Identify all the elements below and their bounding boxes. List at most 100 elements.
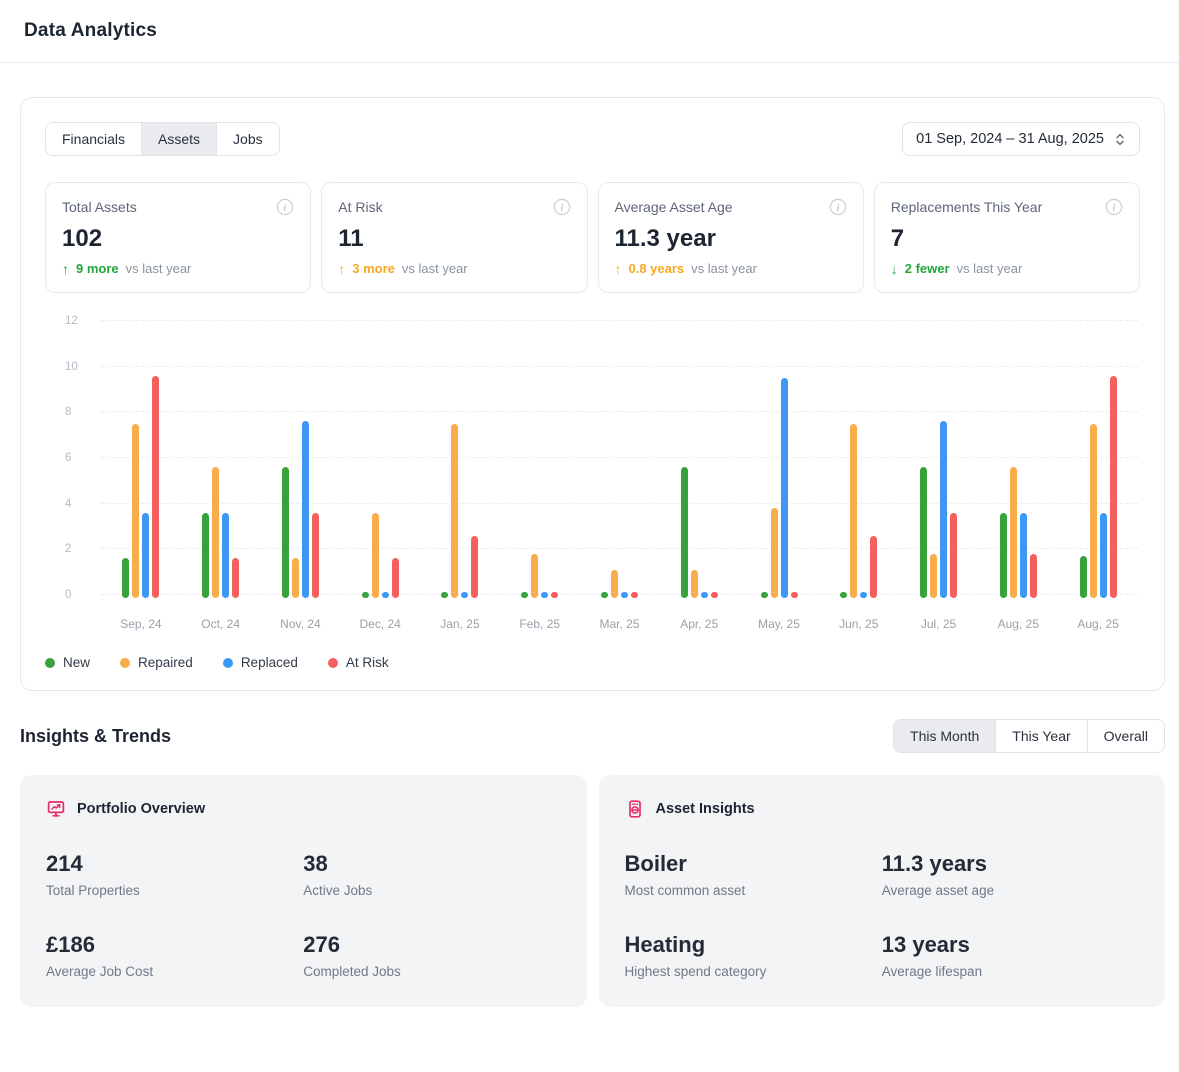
info-icon[interactable]: i: [1105, 198, 1123, 216]
app-header: Data Analytics: [0, 0, 1179, 63]
bar-replaced: [541, 591, 549, 598]
arrow-up-icon: ↑: [614, 260, 622, 277]
stat-value: Boiler: [624, 851, 687, 876]
bar-at-risk: [870, 535, 878, 598]
y-axis-tick: 0: [65, 589, 72, 601]
bar-at-risk: [1029, 553, 1037, 598]
insights-tab-this-year[interactable]: This Year: [996, 720, 1088, 752]
kpi-delta: ↑ 9 more vs last year: [62, 261, 294, 276]
bar-group: [1058, 321, 1138, 598]
bar-replaced: [222, 512, 230, 598]
x-axis-label: Aug, 25: [1077, 617, 1119, 631]
bar-new: [600, 591, 608, 598]
legend-dot-icon: [120, 657, 131, 668]
info-icon[interactable]: i: [829, 198, 847, 216]
insights-tab-this-month[interactable]: This Month: [894, 720, 997, 752]
bar-repaired: [930, 553, 938, 598]
date-range-value: 01 Sep, 2024 – 31 Aug, 2025: [916, 131, 1104, 147]
kpi-delta-value: 0.8 years: [628, 261, 685, 276]
bar-at-risk: [311, 512, 319, 598]
kpi-title: At Risk: [338, 199, 383, 215]
bar-repaired: [371, 512, 379, 598]
bar-at-risk: [790, 591, 798, 598]
analytics-panel-toolbar: Financials Assets Jobs 01 Sep, 2024 – 31 A…: [45, 122, 1140, 156]
stat-label: Most common asset: [624, 883, 746, 898]
kpi-delta-value: 3 more: [352, 261, 395, 276]
legend-label: New: [63, 655, 91, 670]
x-axis-label: Jan, 25: [440, 617, 480, 631]
y-axis-tick: 2: [65, 543, 72, 556]
legend-item-at-risk[interactable]: At Risk: [327, 655, 389, 670]
y-axis-tick: 4: [65, 497, 72, 510]
stat: 38 Active Jobs: [303, 851, 560, 898]
legend-item-new[interactable]: New: [45, 655, 90, 670]
chart-legend: New Repaired Replaced At Risk: [45, 655, 1140, 670]
bar-new: [999, 512, 1007, 598]
gridline: [101, 594, 1138, 595]
stat-label: Total Properties: [46, 883, 140, 898]
assets-bar-chart: 12 10 8 6 4 2 0 Sep, 24 Oct, 24 Nov, 24 Dec, 24 Jan…: [45, 315, 1140, 633]
legend-dot-icon: [327, 657, 338, 668]
stat-label: Average Job Cost: [46, 964, 154, 979]
bar-replaced: [940, 421, 948, 598]
y-axis-tick: 10: [65, 360, 78, 373]
legend-label: At Risk: [345, 655, 389, 670]
bar-group: [659, 321, 739, 598]
bar-new: [920, 467, 928, 598]
bar-repaired: [212, 467, 220, 598]
x-axis-label: Jul, 25: [920, 617, 957, 631]
stat: Heating Highest spend category: [625, 932, 882, 979]
insight-stats: Boiler Most common asset 11.3 years Average…: [625, 851, 1140, 979]
insight-card-header: Portfolio Overview: [46, 799, 561, 819]
stat-label: Average lifespan: [881, 964, 983, 979]
kpi-row: Total Assets i 102 ↑ 9 more vs last year At Ri…: [45, 182, 1140, 293]
stat-label: Active Jobs: [303, 883, 373, 898]
tab-assets[interactable]: Assets: [142, 123, 218, 155]
bar-replaced: [461, 591, 469, 598]
legend-item-replaced[interactable]: Replaced: [222, 655, 298, 670]
x-axis-label: Aug, 25: [997, 617, 1039, 631]
stat-label: Completed Jobs: [303, 964, 401, 979]
analytics-panel: Financials Assets Jobs 01 Sep, 2024 – 31 A…: [20, 97, 1165, 691]
arrow-up-icon: ↑: [338, 260, 346, 277]
x-axis-label: Apr, 25: [680, 617, 719, 631]
insights-title: Insights & Trends: [20, 725, 172, 746]
bar-group: [899, 321, 979, 598]
x-axis: Sep, 24 Oct, 24 Nov, 24 Dec, 24 Jan, 25 Feb, …: [101, 617, 1138, 631]
bar-group: [181, 321, 261, 598]
bar-at-risk: [710, 591, 718, 598]
insight-stats: 214 Total Properties 38 Active Jobs £186 Aver…: [46, 851, 561, 979]
stat: Boiler Most common asset: [625, 851, 882, 898]
legend-item-repaired[interactable]: Repaired: [120, 655, 193, 670]
stat-value: 276: [303, 932, 340, 957]
bar-new: [1079, 556, 1087, 598]
x-axis-label: Mar, 25: [599, 617, 640, 631]
bar-group: [420, 321, 500, 598]
stat: 276 Completed Jobs: [303, 932, 560, 979]
bar-new: [122, 558, 130, 598]
legend-label: Repaired: [138, 655, 193, 670]
page-title: Data Analytics: [24, 20, 158, 41]
gridline: [101, 457, 1138, 458]
insights-tab-overall[interactable]: Overall: [1087, 720, 1164, 752]
tab-financials[interactable]: Financials: [46, 123, 143, 155]
stat-value: 38: [303, 851, 328, 876]
y-axis-tick: 12: [65, 315, 78, 327]
boiler-icon: [625, 799, 645, 819]
bar-at-risk: [391, 558, 399, 598]
info-icon[interactable]: i: [276, 198, 294, 216]
bar-repaired: [531, 553, 539, 598]
bar-group: [819, 321, 899, 598]
kpi-title: Average Asset Age: [614, 199, 733, 215]
bar-replaced: [780, 378, 788, 598]
info-icon[interactable]: i: [553, 198, 571, 216]
tab-jobs[interactable]: Jobs: [217, 123, 279, 155]
bar-new: [361, 591, 369, 598]
date-range-select[interactable]: 01 Sep, 2024 – 31 Aug, 2025: [902, 122, 1140, 156]
bar-replaced: [860, 591, 868, 598]
insight-card: Portfolio Overview 214 Total Properties 38 A…: [20, 775, 587, 1007]
bar-group: [261, 321, 341, 598]
x-axis-label: Nov, 24: [280, 617, 321, 631]
bar-group: [101, 321, 181, 598]
bar-group: [580, 321, 660, 598]
